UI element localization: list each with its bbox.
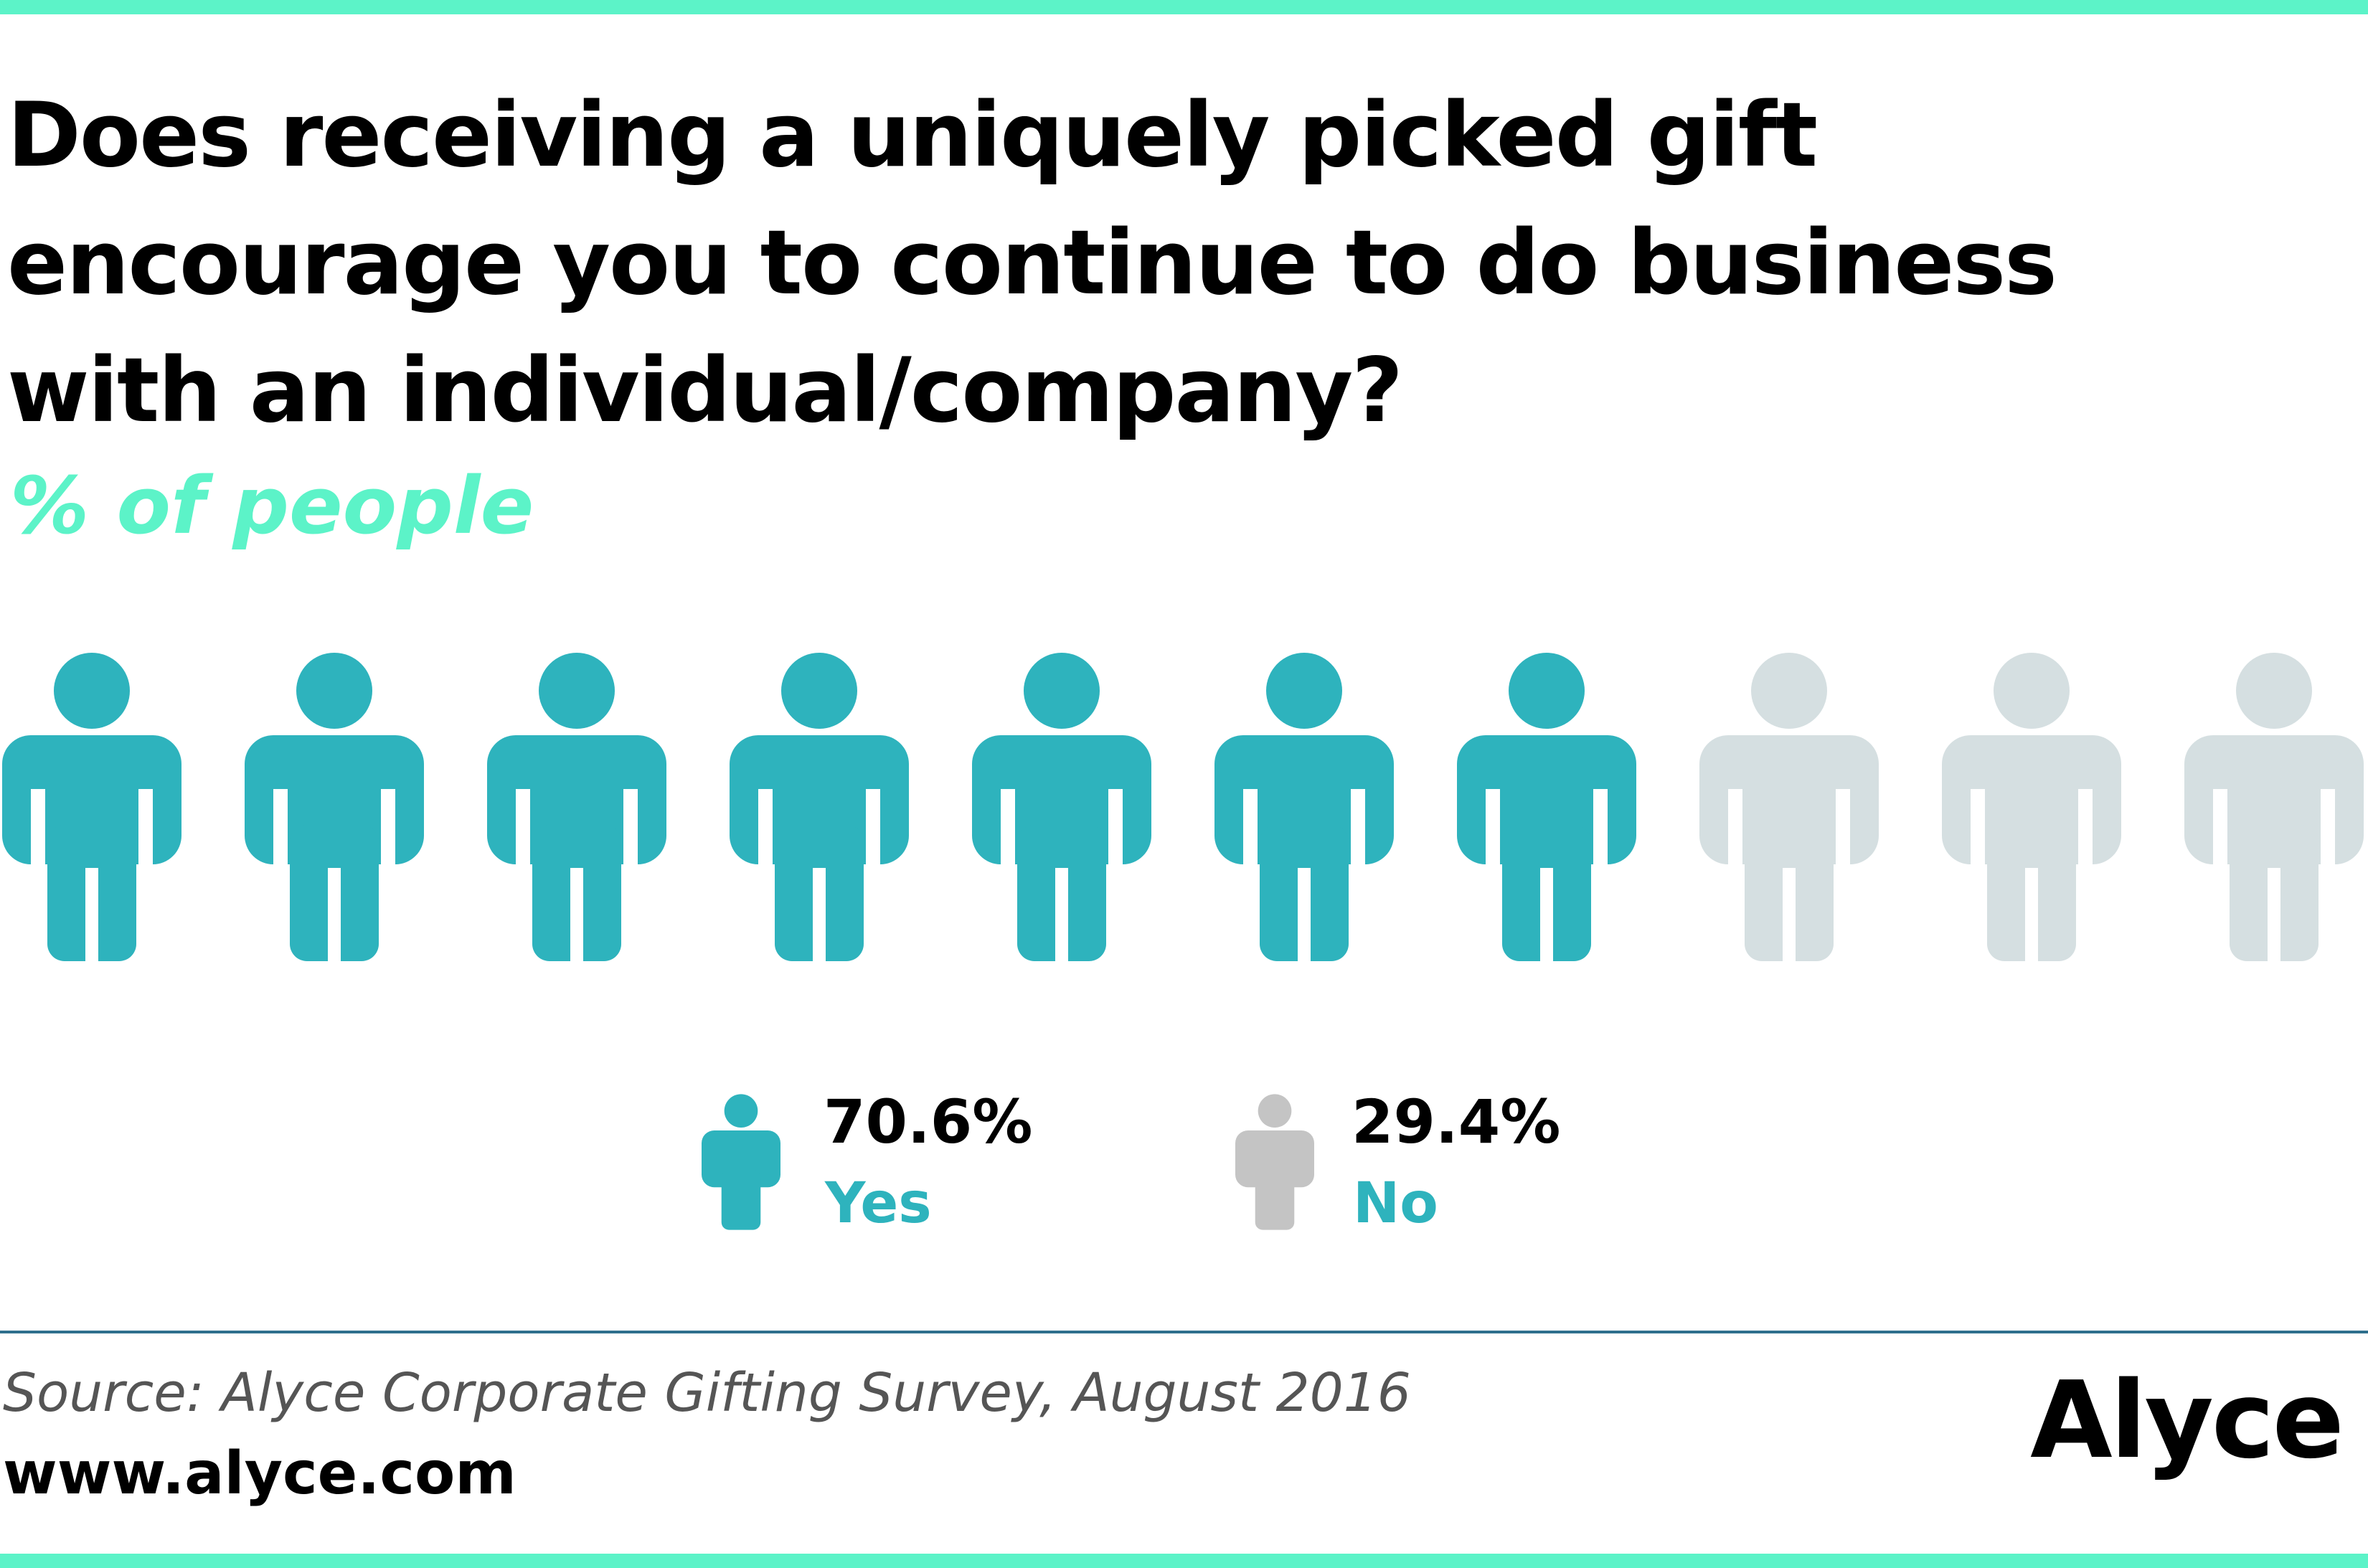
website-link[interactable]: www.alyce.com — [3, 1440, 516, 1508]
person-icon — [2184, 653, 2364, 965]
person-icon — [245, 653, 424, 965]
legend-no-percent: 29.4% — [1352, 1087, 1561, 1157]
person-icon — [730, 653, 909, 965]
person-icon — [1699, 653, 1879, 965]
bottom-accent-bar — [0, 1554, 2368, 1568]
person-icon — [1942, 653, 2121, 965]
person-icon — [702, 1094, 780, 1230]
footer-divider — [0, 1331, 2368, 1333]
person-icon — [1235, 1094, 1314, 1230]
person-icon — [487, 653, 666, 965]
pictogram-chart — [2, 653, 2364, 965]
source-note: Source: Alyce Corporate Gifting Survey, … — [3, 1362, 1411, 1424]
legend-yes-label: Yes — [825, 1171, 932, 1236]
person-icon — [972, 653, 1151, 965]
chart-subtitle: % of people — [10, 460, 534, 552]
legend-no-label: No — [1353, 1171, 1438, 1236]
top-accent-bar — [0, 0, 2368, 14]
legend-yes-percent: 70.6% — [824, 1087, 1033, 1157]
chart-title: Does receiving a uniquely picked gift en… — [7, 84, 2057, 443]
person-icon — [1214, 653, 1394, 965]
alyce-logo: Alyce — [2030, 1359, 2344, 1482]
person-icon — [1457, 653, 1636, 965]
person-icon — [2, 653, 181, 965]
